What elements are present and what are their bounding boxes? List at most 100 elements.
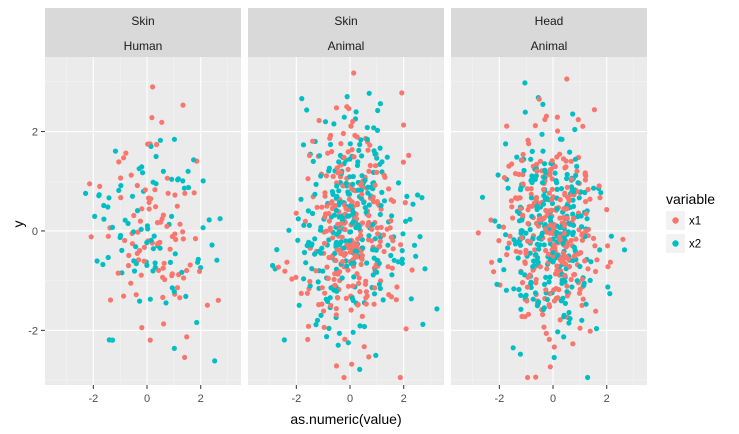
data-point-x1 [577, 325, 583, 331]
data-point-x2 [377, 101, 383, 107]
data-point-x2 [411, 242, 418, 248]
data-point-x2 [540, 201, 547, 207]
data-point-x1 [333, 105, 339, 111]
data-point-x1 [566, 198, 572, 204]
data-point-x2 [558, 298, 564, 304]
data-point-x2 [419, 195, 425, 201]
data-point-x1 [306, 152, 313, 159]
data-point-x1 [533, 220, 540, 226]
data-point-x2 [528, 284, 534, 291]
data-point-x1 [330, 173, 336, 179]
data-point-x2 [372, 151, 378, 157]
data-point-x1 [366, 354, 372, 360]
data-point-x1 [187, 262, 193, 268]
data-point-x2 [377, 285, 383, 292]
data-point-x1 [293, 210, 299, 216]
data-point-x2 [217, 216, 223, 222]
data-point-x2 [180, 178, 186, 184]
data-point-x2 [532, 176, 538, 182]
data-point-x2 [554, 206, 560, 212]
data-point-x2 [144, 240, 150, 246]
data-point-x2 [359, 173, 365, 179]
data-point-x2 [185, 168, 191, 174]
data-point-x2 [517, 351, 524, 357]
data-point-x1 [289, 276, 295, 282]
data-point-x2 [347, 238, 353, 244]
data-point-x1 [393, 297, 399, 303]
data-point-x2 [565, 220, 572, 226]
data-point-x1 [145, 141, 151, 147]
data-point-x1 [583, 211, 589, 217]
data-point-x2 [523, 230, 529, 236]
data-point-x2 [301, 249, 308, 256]
data-point-x2 [407, 216, 413, 222]
y-axis-title: y [10, 221, 26, 228]
data-point-x2 [518, 269, 524, 275]
data-point-x1 [565, 256, 572, 262]
data-point-x2 [529, 173, 535, 179]
facet-strip [451, 8, 647, 57]
data-point-x2 [130, 229, 137, 235]
data-point-x2 [575, 180, 581, 186]
legend-label-x1: x1 [689, 216, 701, 228]
data-point-x1 [358, 261, 364, 267]
data-point-x2 [514, 239, 520, 245]
data-point-x2 [324, 334, 330, 340]
data-point-x1 [536, 96, 542, 102]
data-point-x2 [400, 231, 406, 237]
x-tick-label: 0 [347, 393, 353, 405]
data-point-x1 [350, 283, 356, 289]
data-point-x1 [525, 220, 531, 227]
data-point-x2 [403, 218, 409, 224]
data-point-x1 [366, 213, 372, 219]
data-point-x2 [399, 256, 405, 262]
data-point-x2 [153, 181, 159, 187]
data-point-x1 [557, 257, 563, 263]
data-point-x1 [350, 118, 356, 125]
data-point-x1 [121, 155, 127, 161]
data-point-x2 [212, 358, 218, 364]
data-point-x1 [372, 182, 378, 188]
data-point-x1 [125, 263, 132, 269]
data-point-x1 [390, 246, 396, 252]
data-point-x1 [340, 130, 346, 137]
data-point-x1 [591, 107, 598, 113]
data-point-x2 [530, 296, 536, 302]
data-point-x1 [580, 296, 586, 302]
data-point-x2 [552, 170, 558, 176]
data-point-x2 [584, 216, 590, 222]
data-point-x1 [563, 206, 570, 212]
data-point-x2 [366, 202, 372, 208]
data-point-x2 [572, 156, 579, 162]
data-point-x1 [325, 275, 331, 281]
data-point-x1 [375, 231, 381, 237]
data-point-x2 [140, 170, 146, 176]
data-point-x1 [180, 102, 186, 108]
data-point-x2 [376, 281, 382, 287]
data-point-x2 [286, 227, 292, 233]
data-point-x2 [357, 366, 363, 372]
data-point-x1 [363, 295, 369, 301]
data-point-x1 [547, 208, 553, 214]
data-point-x1 [583, 228, 589, 234]
data-point-x2 [116, 187, 122, 193]
data-point-x2 [376, 260, 382, 266]
data-point-x2 [417, 234, 423, 240]
data-point-x2 [536, 246, 542, 252]
data-point-x2 [312, 191, 318, 197]
data-point-x1 [557, 197, 563, 203]
data-point-x1 [394, 284, 400, 290]
facet-strip-top-label: Head [535, 14, 564, 28]
data-point-x1 [547, 167, 553, 173]
x-tick-label: 2 [401, 393, 407, 405]
data-point-x2 [362, 177, 368, 183]
data-point-x1 [329, 205, 335, 212]
data-point-x2 [171, 136, 177, 142]
data-point-x1 [372, 285, 378, 291]
data-point-x1 [549, 197, 555, 203]
data-point-x2 [578, 213, 584, 219]
data-point-x2 [307, 283, 313, 289]
data-point-x2 [209, 242, 215, 248]
data-point-x1 [87, 181, 93, 187]
data-point-x1 [557, 215, 563, 221]
